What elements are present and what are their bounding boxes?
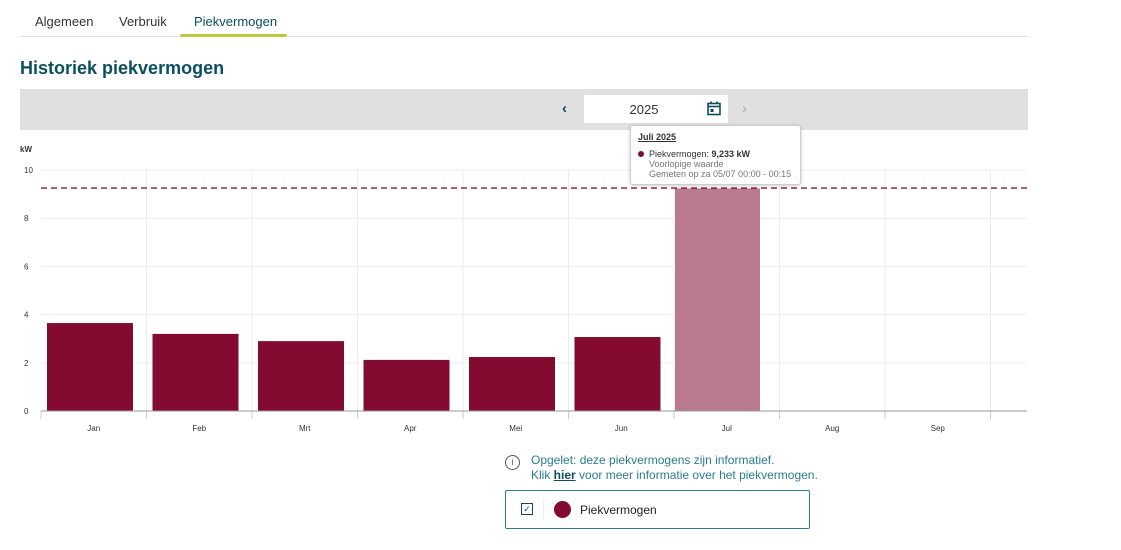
page-title: Historiek piekvermogen <box>20 58 225 78</box>
x-tick-label: Feb <box>192 424 206 433</box>
tooltip-title: Juli 2025 <box>638 132 677 142</box>
y-tick-label: 0 <box>24 407 29 416</box>
tooltip-measured: Gemeten op za 05/07 00:00 - 00:15 <box>649 169 792 179</box>
x-tick-label: Jun <box>615 424 628 433</box>
x-tick-label: Apr <box>404 424 417 433</box>
legend-checkbox[interactable]: ✓ <box>521 503 533 515</box>
bar-jul <box>675 188 760 411</box>
series-dot <box>638 151 644 157</box>
legend-color-dot <box>554 501 571 518</box>
bar-feb <box>152 333 239 411</box>
year-selector[interactable]: 2025 <box>584 95 728 123</box>
tab-bar: Algemeen Verbruik Piekvermogen <box>20 0 1028 37</box>
year-toolbar <box>20 89 1028 130</box>
x-tick-label: Mrt <box>299 424 311 433</box>
x-tick-label: Aug <box>825 424 839 433</box>
info-link[interactable]: hier <box>553 468 576 482</box>
bar-apr <box>363 359 450 411</box>
tab-piekvermogen[interactable]: Piekvermogen <box>194 14 278 29</box>
x-tick-label: Mei <box>509 424 522 433</box>
year-value: 2025 <box>629 102 659 117</box>
bar-jun <box>574 337 661 411</box>
tooltip-value: 9,233 kW <box>711 149 751 159</box>
y-tick-label: 10 <box>24 166 33 175</box>
divider <box>543 499 544 521</box>
tooltip-label: Piekvermogen: <box>649 149 712 159</box>
previous-year-button[interactable]: ‹ <box>562 100 567 117</box>
legend-label: Piekvermogen <box>580 503 657 517</box>
bar-jan <box>47 323 133 411</box>
tab-verbruik[interactable]: Verbruik <box>119 14 167 29</box>
y-tick-label: 2 <box>24 359 29 368</box>
y-tick-label: 4 <box>24 311 29 320</box>
y-tick-label: 8 <box>24 214 29 223</box>
x-tick-label: Jul <box>722 424 732 433</box>
tooltip-status: Voorlopige waarde <box>649 159 724 169</box>
tab-algemeen[interactable]: Algemeen <box>35 14 94 29</box>
x-tick-label: Sep <box>931 424 946 433</box>
next-year-button[interactable]: › <box>742 100 747 117</box>
chart-legend: ✓ Piekvermogen <box>505 490 810 529</box>
bar-mei <box>469 357 555 411</box>
bar-mrt <box>258 341 344 411</box>
x-tick-label: Jan <box>87 424 100 433</box>
chart-tooltip: Juli 2025 Piekvermogen: 9,233 kW Voorlop… <box>630 125 801 185</box>
info-line-1: Opgelet: deze piekvermogens zijn informa… <box>531 453 775 467</box>
y-axis-label: kW <box>20 145 32 154</box>
calendar-icon[interactable] <box>707 101 721 116</box>
y-tick-label: 6 <box>24 262 29 271</box>
active-tab-indicator <box>180 34 287 37</box>
info-icon: i <box>505 455 520 470</box>
peak-power-chart: kW 0 2 4 6 8 10 Jan Feb Mrt Apr Mei Jun Jul Aug Sep <box>20 145 1027 433</box>
